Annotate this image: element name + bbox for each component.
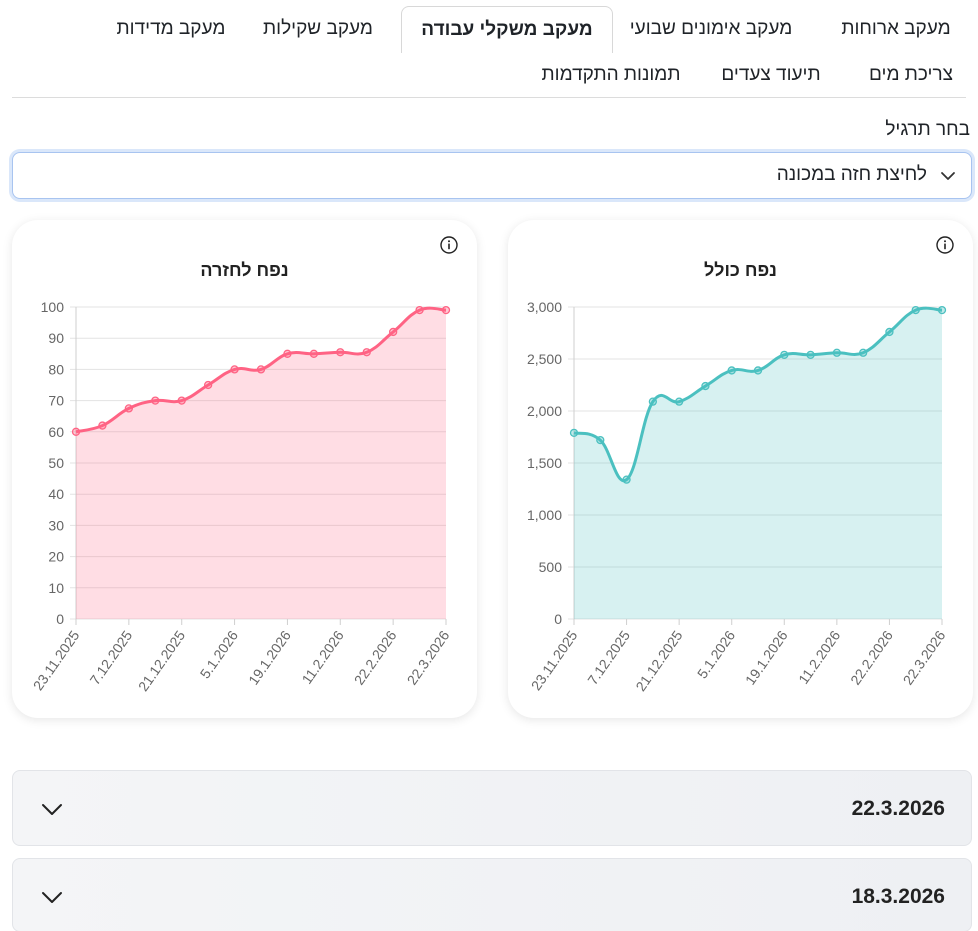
data-point[interactable] xyxy=(596,435,605,445)
x-tick-label: 21.12.2025 xyxy=(135,627,188,694)
y-tick-label: 3,000 xyxy=(527,299,562,315)
tab-water-intake[interactable]: צריכת מים xyxy=(869,64,953,85)
data-point[interactable] xyxy=(230,365,239,374)
y-tick-label: 2,000 xyxy=(527,403,562,419)
volume-per-rep-chart: 0 10 20 30 40 50 60 70 80 90 100 23.11.2025 7.12.202… xyxy=(30,299,453,694)
data-point[interactable] xyxy=(124,404,134,413)
y-tick-label: 1,000 xyxy=(527,507,562,523)
data-point[interactable] xyxy=(622,475,631,484)
y-tick-label: 1,500 xyxy=(527,455,562,471)
data-point[interactable] xyxy=(569,428,579,437)
data-point[interactable] xyxy=(674,397,684,406)
x-tick-label: 7.12.2025 xyxy=(584,627,633,687)
data-point[interactable] xyxy=(256,365,266,374)
tab-step-log[interactable]: תיעוד צעדים xyxy=(721,64,821,85)
tab-progress-photos[interactable]: תמונות התקדמות xyxy=(541,64,681,85)
y-tick-label: 10 xyxy=(48,580,64,596)
tab-meals[interactable]: מעקב ארוחות xyxy=(841,18,951,39)
x-tick-label: 11.2.2026 xyxy=(795,627,843,687)
info-icon[interactable] xyxy=(439,235,459,255)
chevron-down-icon xyxy=(941,172,955,180)
tab-working-weights[interactable]: מעקב משקלי עבודה xyxy=(401,6,613,53)
data-point[interactable] xyxy=(309,349,319,358)
data-point[interactable] xyxy=(362,348,371,357)
x-tick-label: 23.11.2025 xyxy=(528,627,581,693)
data-point[interactable] xyxy=(415,305,424,315)
data-point[interactable] xyxy=(151,396,160,405)
data-point[interactable] xyxy=(336,348,345,357)
y-tick-label: 50 xyxy=(48,455,64,471)
x-tick-label: 7.12.2025 xyxy=(86,627,135,687)
x-tick-label: 19.1.2026 xyxy=(245,627,294,687)
x-tick-label: 22.2.2026 xyxy=(847,627,896,687)
x-tick-label: 22.2.2026 xyxy=(351,627,400,687)
data-point[interactable] xyxy=(283,349,292,358)
data-point[interactable] xyxy=(203,380,213,390)
data-point[interactable] xyxy=(727,366,736,375)
chart-title: נפח לחזרה xyxy=(200,260,289,280)
y-tick-label: 0 xyxy=(56,611,64,627)
total-volume-chart: 0 500 1,000 1,500 2,000 2,500 3,000 23.11.2025 7… xyxy=(527,299,949,694)
data-point[interactable] xyxy=(780,350,789,359)
data-point[interactable] xyxy=(832,348,842,357)
x-tick-label: 22.3.2026 xyxy=(900,627,949,687)
data-point[interactable] xyxy=(388,327,398,337)
tab-weigh-ins[interactable]: מעקב שקילות xyxy=(263,18,373,39)
y-tick-label: 70 xyxy=(48,393,64,409)
series-area xyxy=(574,308,942,619)
total-volume-card: נפח כולל 0 500 1,000 1,500 2,000 2,500 3,000 23… xyxy=(508,220,973,718)
session-accordion-item[interactable]: 22.3.2026 xyxy=(12,770,972,846)
data-point[interactable] xyxy=(885,327,894,337)
tab-measurements[interactable]: מעקב מדידות xyxy=(116,18,226,39)
y-tick-label: 20 xyxy=(48,549,64,565)
tab-weekly-workouts[interactable]: מעקב אימונים שבועי xyxy=(629,18,793,39)
y-tick-label: 100 xyxy=(41,299,65,315)
data-point[interactable] xyxy=(441,305,451,315)
data-point[interactable] xyxy=(71,427,81,436)
volume-per-rep-card: נפח לחזרה 0 10 20 30 40 50 60 70 80 90 100 23.11.20… xyxy=(12,220,477,718)
y-tick-label: 80 xyxy=(48,361,64,377)
data-point[interactable] xyxy=(648,397,658,406)
chevron-down-icon xyxy=(42,892,62,903)
x-tick-label: 19.1.2026 xyxy=(742,627,791,687)
x-tick-label: 11.2.2026 xyxy=(299,627,347,687)
y-tick-label: 2,500 xyxy=(527,351,562,367)
exercise-select-label: בחר תרגיל xyxy=(885,119,970,140)
data-point[interactable] xyxy=(911,305,920,315)
x-tick-label: 5.1.2026 xyxy=(197,627,241,681)
session-date: 22.3.2026 xyxy=(851,797,945,820)
session-date: 18.3.2026 xyxy=(851,885,945,908)
y-tick-label: 60 xyxy=(48,424,64,440)
y-tick-label: 30 xyxy=(48,517,64,533)
x-tick-label: 21.12.2025 xyxy=(632,627,685,694)
series-line xyxy=(75,306,447,434)
series-line xyxy=(573,306,943,483)
series-area xyxy=(76,308,446,619)
data-point[interactable] xyxy=(937,305,947,315)
x-tick-label: 22.3.2026 xyxy=(404,627,453,687)
data-point[interactable] xyxy=(98,421,107,430)
chart-title: נפח כולל xyxy=(704,260,777,280)
x-tick-label: 5.1.2026 xyxy=(694,627,738,681)
tab-bar: מעקב ארוחות מעקב אימונים שבועי מעקב משקל… xyxy=(12,6,966,98)
x-tick-label: 23.11.2025 xyxy=(30,627,83,693)
y-tick-label: 500 xyxy=(539,559,563,575)
data-point[interactable] xyxy=(806,350,815,359)
data-point[interactable] xyxy=(753,366,763,375)
y-tick-label: 0 xyxy=(554,611,562,627)
exercise-select[interactable]: לחיצת חזה במכונה xyxy=(12,152,972,199)
y-tick-label: 90 xyxy=(48,330,64,346)
data-point[interactable] xyxy=(177,396,186,405)
exercise-select-value: לחיצת חזה במכונה xyxy=(776,164,927,185)
chevron-down-icon xyxy=(42,804,62,815)
y-tick-label: 40 xyxy=(48,486,64,502)
data-point[interactable] xyxy=(701,381,710,391)
data-point[interactable] xyxy=(858,348,868,357)
session-accordion-item[interactable]: 18.3.2026 xyxy=(12,858,972,931)
info-icon[interactable] xyxy=(935,235,955,255)
